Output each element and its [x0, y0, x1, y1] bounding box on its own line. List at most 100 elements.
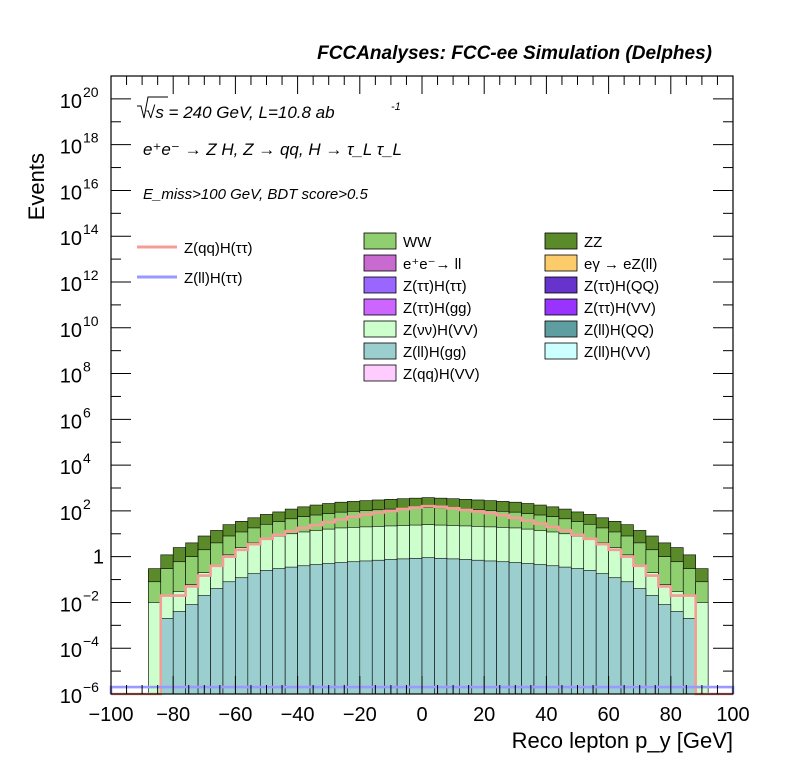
bar: [633, 588, 647, 695]
bar: [521, 563, 535, 695]
bar: [247, 573, 261, 695]
bar: [434, 557, 448, 695]
svg-text:10: 10: [60, 640, 82, 662]
y-tick-label: 10 18: [60, 130, 99, 159]
svg-text:4: 4: [83, 450, 91, 466]
bar: [222, 581, 236, 695]
legend-label: Z(qq)H(ττ): [184, 240, 253, 257]
y-tick-label: 10 16: [60, 175, 99, 204]
histogram-layer: [148, 497, 709, 695]
bar: [670, 611, 684, 695]
bar: [272, 568, 286, 695]
svg-text:10: 10: [60, 594, 82, 616]
legend-label: Z(ll)H(QQ): [584, 322, 654, 339]
legend-entry: Z(qq)H(ττ): [137, 240, 253, 257]
legend-swatch: [544, 254, 578, 272]
bar: [558, 566, 572, 695]
svg-text:14: 14: [83, 221, 99, 237]
y-tick-label: 1: [93, 547, 104, 569]
x-tick-label: 40: [535, 704, 557, 726]
bar: [160, 618, 174, 695]
svg-text:6: 6: [83, 404, 91, 420]
legend-label: eγ → eZ(ll): [584, 256, 657, 273]
bar: [459, 559, 473, 695]
legend-entry: Z(ττ)H(VV): [544, 298, 656, 317]
annotation-selection: E_miss>100 GeV, BDT score>0.5: [143, 186, 368, 203]
bar: [508, 562, 522, 695]
bar: [570, 568, 585, 695]
bar: [658, 604, 672, 695]
bar: [546, 565, 560, 695]
x-tick-label: −40: [281, 704, 315, 726]
y-tick-label: 10 14: [60, 221, 99, 250]
legend-swatch: [363, 298, 397, 316]
bar: [471, 559, 485, 695]
svg-text:−4: −4: [83, 633, 99, 649]
svg-text:10: 10: [83, 313, 99, 329]
legend-entry: Z(ll)H(ττ): [137, 270, 243, 287]
y-tick-label: 10 4: [60, 450, 91, 479]
bar: [172, 611, 186, 695]
legend-entry: Z(ττ)H(gg): [363, 298, 472, 317]
legend-entry: Z(ll)H(QQ): [544, 320, 654, 339]
y-tick-label: 10 −4: [60, 633, 99, 662]
legend-entry: eγ → eZ(ll): [544, 254, 657, 273]
stack-3: [160, 557, 696, 695]
legend-label: e⁺e⁻→ ll: [403, 256, 461, 273]
annotation-process: e⁺e⁻ → Z H, Z → qq, H → τ_L τ_L: [143, 140, 402, 159]
bar: [259, 570, 274, 695]
legend-label: Z(ll)H(gg): [403, 344, 466, 361]
legend-label: ZZ: [584, 234, 602, 251]
bar: [322, 563, 336, 695]
legend-label: Z(qq)H(VV): [403, 366, 480, 383]
bar: [185, 604, 199, 695]
svg-text:12: 12: [83, 267, 99, 283]
y-axis-label: Events: [24, 153, 49, 220]
bar: [235, 577, 249, 695]
x-tick-label: −100: [88, 704, 133, 726]
legend-entry: e⁺e⁻→ ll: [363, 254, 461, 273]
svg-text:10: 10: [60, 366, 82, 388]
y-tick-label: 10 6: [60, 404, 91, 433]
svg-text:10: 10: [60, 411, 82, 433]
legend-entry: ZZ: [544, 232, 602, 251]
bar: [309, 564, 323, 695]
legend-swatch: [363, 232, 397, 250]
legend-swatch: [544, 276, 578, 294]
svg-text:8: 8: [83, 359, 91, 375]
bar: [446, 558, 460, 695]
bar: [210, 588, 224, 695]
annotation-lumi-exponent: -1: [391, 101, 401, 113]
bar: [533, 564, 547, 695]
bar: [396, 558, 410, 695]
x-tick-label: 60: [597, 704, 619, 726]
bar: [334, 562, 348, 695]
svg-text:10: 10: [60, 274, 82, 296]
svg-text:16: 16: [83, 175, 99, 191]
legend-entry: Z(ll)H(VV): [544, 342, 651, 361]
legend-swatch: [363, 364, 397, 382]
bar: [371, 559, 385, 695]
legend-swatch: [363, 342, 397, 360]
legend-signals: Z(qq)H(ττ) Z(ll)H(ττ): [137, 240, 253, 287]
bar: [583, 570, 597, 695]
y-tick-label: 10 8: [60, 359, 91, 388]
y-tick-label: 10 12: [60, 267, 99, 296]
signal-line-0: [111, 504, 733, 696]
y-tick-label: 10 −2: [60, 587, 99, 616]
svg-text:10: 10: [60, 320, 82, 342]
legend-swatch: [363, 320, 397, 338]
x-tick-label: 100: [716, 704, 749, 726]
legend-swatch: [363, 276, 397, 294]
x-tick-label: 20: [473, 704, 495, 726]
legend-swatch: [363, 254, 397, 272]
svg-text:10: 10: [60, 91, 82, 113]
bar: [409, 557, 423, 695]
bar: [148, 602, 162, 695]
annotation-energy-text: √s = 240 GeV, L=10.8 ab: [146, 103, 335, 122]
svg-text:−2: −2: [83, 587, 99, 603]
bar: [297, 565, 311, 695]
legend-swatch: [544, 320, 578, 338]
legend-backgrounds: WW ZZ e⁺e⁻→ ll eγ → eZ(ll) Z(ττ)H(ττ) Z(ττ)H(…: [363, 232, 659, 383]
